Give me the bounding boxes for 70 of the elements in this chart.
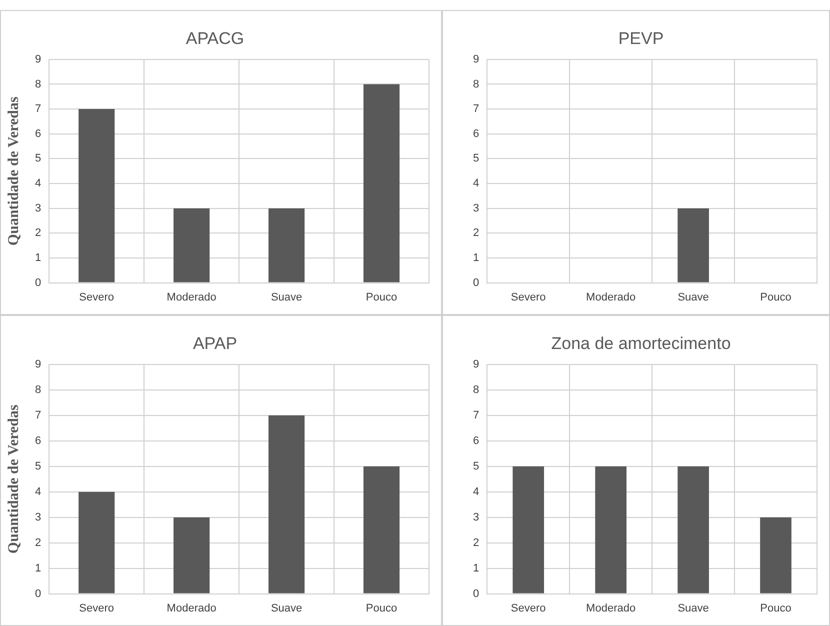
y-tick-label: 7 xyxy=(472,409,480,422)
y-tick-label: 3 xyxy=(34,511,42,524)
y-tick-label: 4 xyxy=(472,486,480,498)
y-tick-label: 8 xyxy=(34,384,42,396)
y-tick-label: 5 xyxy=(472,460,480,472)
x-tick-label: Severo xyxy=(79,602,114,614)
bar xyxy=(174,517,210,594)
y-tick-label: 6 xyxy=(472,434,480,447)
y-tick-label: 9 xyxy=(472,358,480,370)
y-tick-label: 1 xyxy=(34,252,42,264)
y-tick-label: 3 xyxy=(34,202,42,214)
y-tick-label: 0 xyxy=(34,276,42,289)
y-tick-label: 0 xyxy=(34,588,42,600)
y-tick-label: 0 xyxy=(472,276,480,289)
y-tick-label: 3 xyxy=(472,202,480,214)
x-tick-label: Pouco xyxy=(760,602,792,614)
x-tick-label: Severo xyxy=(510,291,546,304)
bar xyxy=(78,109,115,282)
y-tick-label: 7 xyxy=(34,103,42,116)
x-tick-label: Moderado xyxy=(166,291,216,304)
y-tick-label: 2 xyxy=(34,536,42,549)
y-tick-label: 5 xyxy=(34,460,42,472)
x-tick-label: Suave xyxy=(678,291,709,304)
y-tick-label: 9 xyxy=(34,358,42,370)
y-tick-label: 2 xyxy=(34,227,42,240)
y-tick-label: 8 xyxy=(472,384,480,396)
y-axis-title: Quantidade de Veredas xyxy=(6,96,22,246)
y-tick-label: 4 xyxy=(34,178,42,190)
chart-title: APAP xyxy=(192,334,238,353)
y-tick-label: 5 xyxy=(34,152,42,165)
y-tick-label: 7 xyxy=(472,103,480,116)
y-tick-label: 9 xyxy=(34,53,42,66)
bar xyxy=(268,208,305,282)
bar xyxy=(363,466,400,594)
x-tick-label: Suave xyxy=(270,291,302,304)
y-tick-label: 5 xyxy=(472,152,480,165)
x-tick-label: Suave xyxy=(678,602,709,614)
y-tick-label: 0 xyxy=(472,588,480,600)
y-tick-label: 3 xyxy=(472,511,480,524)
chart-title: PEVP xyxy=(618,28,664,48)
y-tick-label: 2 xyxy=(472,536,480,549)
x-tick-label: Suave xyxy=(270,602,302,614)
y-tick-label: 6 xyxy=(472,128,480,140)
y-tick-label: 1 xyxy=(34,562,42,574)
x-tick-label: Pouco xyxy=(760,291,792,304)
y-tick-label: 8 xyxy=(34,78,42,90)
x-tick-label: Moderado xyxy=(586,291,636,304)
y-tick-label: 4 xyxy=(472,178,480,190)
y-tick-label: 7 xyxy=(34,409,42,422)
x-tick-label: Moderado xyxy=(166,602,216,614)
x-tick-label: Severo xyxy=(510,602,546,614)
y-tick-label: 1 xyxy=(472,562,480,574)
bar xyxy=(174,208,210,282)
y-tick-label: 2 xyxy=(472,227,480,240)
y-tick-label: 1 xyxy=(472,252,480,264)
y-axis-title: Quantidade de Veredas xyxy=(6,404,22,554)
chart-title: Zona de amortecimento xyxy=(551,334,731,353)
y-tick-label: 4 xyxy=(34,486,42,498)
x-tick-label: Severo xyxy=(79,291,114,304)
bar xyxy=(78,492,115,594)
y-tick-label: 6 xyxy=(34,434,42,447)
y-tick-label: 8 xyxy=(472,78,480,90)
y-tick-label: 6 xyxy=(34,128,42,140)
bar xyxy=(363,84,400,282)
x-tick-label: Pouco xyxy=(366,291,398,304)
chart-title: APACG xyxy=(186,28,244,48)
bar xyxy=(268,415,305,594)
x-tick-label: Pouco xyxy=(366,602,398,614)
x-tick-label: Moderado xyxy=(586,602,636,614)
y-tick-label: 9 xyxy=(472,53,480,66)
